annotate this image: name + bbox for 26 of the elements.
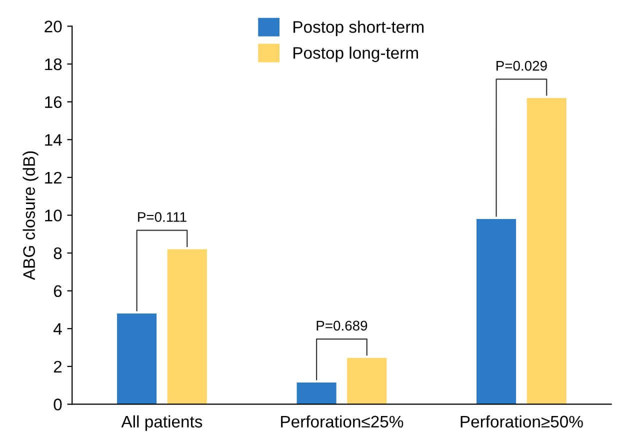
bar	[167, 249, 207, 404]
y-tick-label: 0	[54, 398, 62, 410]
y-axis-title: ABG closure (dB)	[22, 151, 38, 280]
bar	[296, 382, 336, 404]
y-tick-label: 20	[44, 20, 62, 32]
y-tick-label: 4	[53, 323, 62, 335]
legend-label: Postop short-term	[294, 20, 424, 36]
y-tick-label: 16	[45, 96, 62, 108]
y-tick-label: 8	[54, 247, 62, 260]
bar	[117, 314, 157, 404]
y-tick-label: 18	[45, 58, 62, 70]
x-tick-label: Perforation≤25%	[281, 415, 404, 428]
annotation: P=0.111	[138, 212, 186, 222]
annotation: P=0.689	[316, 320, 368, 331]
y-tick-label: 6	[54, 285, 62, 298]
x-tick-label: All patients	[121, 415, 202, 431]
x-tick-label: Perforation≥50%	[460, 415, 583, 428]
bar	[347, 358, 387, 404]
legend-label: Postop long-term	[294, 46, 418, 62]
annotation: P=0.029	[496, 60, 547, 71]
y-tick-label: 14	[45, 134, 62, 146]
y-tick-label: 2	[54, 360, 62, 372]
bar	[526, 98, 566, 404]
y-tick-label: 12	[45, 172, 62, 184]
y-tick-label: 10	[45, 210, 62, 222]
bar	[476, 219, 516, 404]
